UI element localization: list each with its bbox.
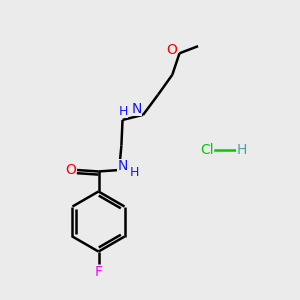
Text: H: H bbox=[118, 105, 128, 118]
Text: H: H bbox=[236, 143, 247, 157]
Text: O: O bbox=[65, 163, 76, 177]
Text: N: N bbox=[132, 101, 142, 116]
Text: Cl: Cl bbox=[200, 143, 214, 157]
Text: F: F bbox=[94, 265, 103, 279]
Text: H: H bbox=[130, 167, 140, 179]
Text: O: O bbox=[166, 43, 177, 57]
Text: N: N bbox=[117, 159, 128, 173]
